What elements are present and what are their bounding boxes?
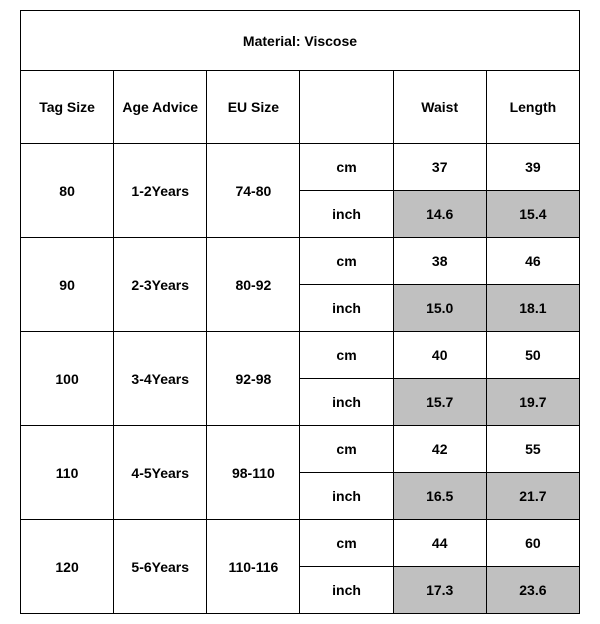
cell-length-cm: 55	[486, 426, 579, 473]
col-unit	[300, 71, 393, 144]
cell-unit-cm: cm	[300, 426, 393, 473]
cell-eu: 80-92	[207, 238, 300, 332]
cell-waist-cm: 38	[393, 238, 486, 285]
cell-tag: 90	[21, 238, 114, 332]
cell-tag: 100	[21, 332, 114, 426]
cell-unit-inch: inch	[300, 285, 393, 332]
cell-length-inch: 23.6	[486, 567, 579, 614]
cell-tag: 120	[21, 520, 114, 614]
cell-waist-inch: 15.0	[393, 285, 486, 332]
col-age-advice: Age Advice	[114, 71, 207, 144]
cell-length-inch: 19.7	[486, 379, 579, 426]
col-tag-size: Tag Size	[21, 71, 114, 144]
cell-waist-cm: 40	[393, 332, 486, 379]
cell-waist-inch: 16.5	[393, 473, 486, 520]
cell-length-inch: 15.4	[486, 191, 579, 238]
cell-waist-cm: 42	[393, 426, 486, 473]
cell-unit-cm: cm	[300, 238, 393, 285]
cell-length-inch: 18.1	[486, 285, 579, 332]
cell-eu: 92-98	[207, 332, 300, 426]
cell-unit-inch: inch	[300, 567, 393, 614]
cell-unit-inch: inch	[300, 191, 393, 238]
cell-unit-cm: cm	[300, 332, 393, 379]
cell-waist-cm: 44	[393, 520, 486, 567]
cell-waist-inch: 17.3	[393, 567, 486, 614]
cell-age: 5-6Years	[114, 520, 207, 614]
size-chart-table: Material: Viscose Tag Size Age Advice EU…	[20, 10, 580, 614]
cell-unit-inch: inch	[300, 379, 393, 426]
cell-waist-inch: 15.7	[393, 379, 486, 426]
col-length: Length	[486, 71, 579, 144]
cell-waist-inch: 14.6	[393, 191, 486, 238]
material-header: Material: Viscose	[21, 11, 580, 71]
cell-eu: 74-80	[207, 144, 300, 238]
cell-age: 3-4Years	[114, 332, 207, 426]
cell-length-inch: 21.7	[486, 473, 579, 520]
cell-waist-cm: 37	[393, 144, 486, 191]
col-eu-size: EU Size	[207, 71, 300, 144]
cell-tag: 110	[21, 426, 114, 520]
cell-eu: 110-116	[207, 520, 300, 614]
cell-length-cm: 50	[486, 332, 579, 379]
cell-age: 2-3Years	[114, 238, 207, 332]
cell-tag: 80	[21, 144, 114, 238]
cell-length-cm: 46	[486, 238, 579, 285]
cell-unit-inch: inch	[300, 473, 393, 520]
cell-length-cm: 39	[486, 144, 579, 191]
cell-length-cm: 60	[486, 520, 579, 567]
cell-unit-cm: cm	[300, 520, 393, 567]
cell-age: 1-2Years	[114, 144, 207, 238]
cell-age: 4-5Years	[114, 426, 207, 520]
cell-unit-cm: cm	[300, 144, 393, 191]
cell-eu: 98-110	[207, 426, 300, 520]
col-waist: Waist	[393, 71, 486, 144]
